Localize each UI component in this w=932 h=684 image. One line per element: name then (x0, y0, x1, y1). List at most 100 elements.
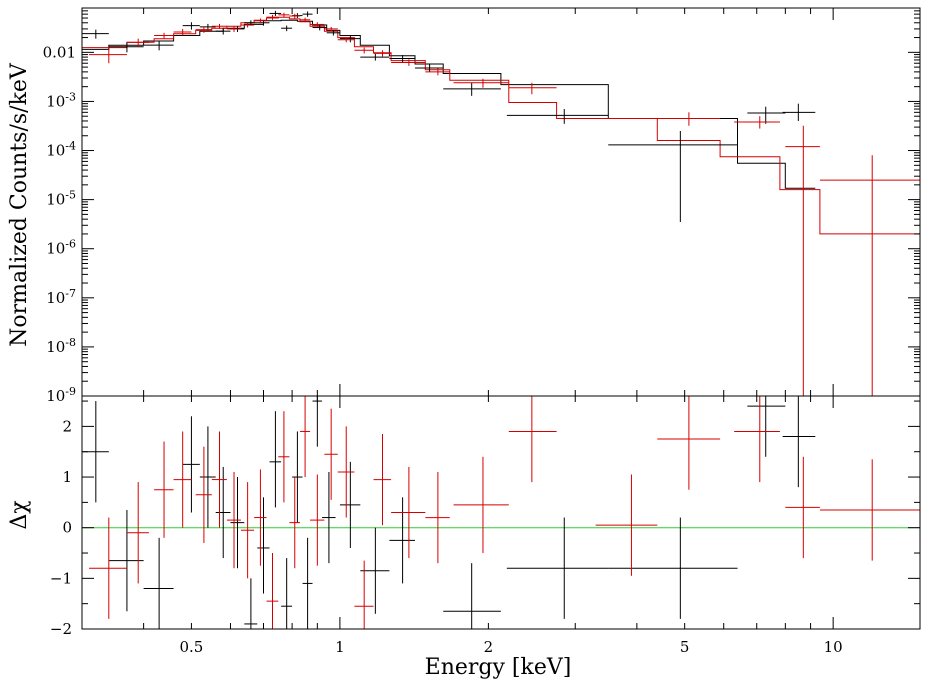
resid-2-point (425, 471, 450, 564)
resid-2-point (657, 396, 721, 490)
data-2-point (211, 23, 227, 29)
data-2-point (89, 48, 127, 64)
resid-2-point (211, 431, 227, 528)
resid-2-point (508, 396, 557, 483)
data-1-point (747, 106, 786, 124)
resid-2-point (173, 431, 192, 528)
data-1-point (415, 64, 444, 72)
resid-2-point (453, 456, 509, 554)
data-2-point (819, 155, 920, 396)
data-2-point (173, 28, 192, 36)
data-2-point (337, 37, 355, 43)
y-tick-label: 0.01 (43, 43, 76, 61)
data-1-point (182, 22, 200, 30)
model-1-step (82, 19, 816, 189)
resid-1-point (443, 563, 501, 629)
y-tick-label: 10-9 (46, 385, 76, 405)
resid-2-point (819, 459, 920, 561)
resid-1-point (608, 517, 738, 619)
data-2-point (278, 12, 290, 18)
data-1-point (143, 41, 174, 51)
resid-1-point (339, 461, 361, 548)
resid-1-point (360, 527, 390, 614)
data-2-point (195, 26, 212, 33)
data-1-point (312, 25, 327, 31)
resid-1-point (322, 471, 336, 564)
data-1-point (782, 103, 816, 121)
data-2-point (354, 47, 374, 54)
data-1-point (302, 11, 313, 17)
resid-2-point (337, 426, 355, 518)
resid-1-point (747, 396, 786, 457)
residual-panel-frame (81, 395, 921, 630)
data-1-point (389, 55, 416, 63)
resid-2-point (254, 469, 267, 566)
x-axis-title: Energy [keV] (425, 655, 572, 680)
resid-2-point (266, 553, 279, 629)
data-2-point (324, 26, 338, 32)
y-tick-label: 10-3 (46, 90, 76, 110)
resid-2-point (299, 396, 311, 478)
data-1-point (506, 109, 609, 124)
spectrum-panel-frame (81, 7, 921, 397)
data-2-point (289, 13, 300, 19)
data-2-point (785, 125, 820, 396)
y-tick-label: 10-4 (46, 140, 76, 160)
resid-2-point (734, 396, 780, 483)
resid-1-point (215, 466, 231, 559)
data-1-point (360, 53, 390, 61)
resid-1-point (782, 396, 816, 488)
data-2-point (508, 82, 557, 95)
y-tick-label: 10-7 (46, 287, 76, 307)
data-1-point (82, 29, 109, 39)
data-1-point (215, 28, 231, 35)
data-1-point (326, 30, 340, 36)
y-axis-title-residuals: Δχ (7, 500, 32, 529)
resid-1-point (199, 426, 216, 528)
resid-2-point (310, 474, 325, 566)
data-2-point (254, 18, 267, 24)
resid-1-point (182, 416, 200, 513)
y-tick-label: −1 (50, 569, 72, 587)
resid-2-point (324, 408, 338, 500)
data-2-point (657, 112, 721, 126)
data-2-point (734, 116, 780, 129)
data-1-point (269, 10, 282, 16)
resid-1-point (230, 477, 245, 569)
x-tick-label: 2 (484, 638, 494, 656)
x-tick-label: 1 (335, 638, 345, 656)
data-2-point (266, 14, 279, 20)
y-axis-title-spectrum: Normalized Counts/s/keV (7, 62, 32, 347)
data-1-point (443, 82, 501, 96)
data-2-point (299, 17, 311, 23)
data-1-point (339, 35, 361, 43)
data-2-point (154, 32, 174, 39)
data-1-point (281, 25, 293, 32)
y-tick-label: 10-8 (46, 336, 76, 356)
data-2-point (453, 78, 509, 88)
resid-2-point (195, 446, 212, 543)
resid-1-point (302, 537, 313, 629)
resid-2-point (289, 477, 300, 569)
x-tick-label: 10 (824, 638, 843, 656)
data-2-point (425, 68, 450, 76)
y-tick-label: −2 (50, 620, 72, 638)
data-2-point (126, 38, 149, 47)
data-1-point (608, 130, 738, 223)
y-tick-label: 1 (62, 468, 72, 486)
resid-2-point (785, 456, 820, 559)
data-2-point (226, 26, 241, 32)
resid-2-point (154, 441, 174, 538)
resid-1-point (292, 431, 303, 523)
model-2-step (82, 16, 920, 235)
y-tick-label: 2 (62, 417, 72, 435)
resid-1-point (143, 537, 174, 629)
data-2-point (240, 22, 255, 28)
resid-1-point (506, 517, 609, 619)
resid-2-point (226, 471, 241, 569)
resid-1-point (244, 578, 258, 629)
resid-2-point (354, 560, 374, 629)
resid-1-point (269, 411, 282, 508)
resid-1-point (389, 497, 416, 584)
